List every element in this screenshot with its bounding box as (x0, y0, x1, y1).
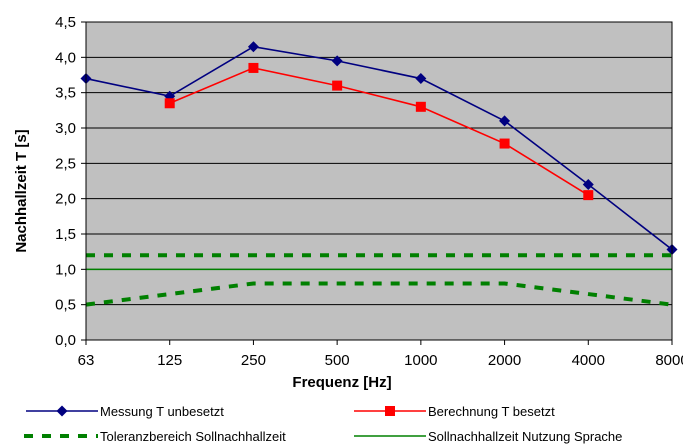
data-point (582, 179, 594, 191)
y-tick-label: 4,0 (55, 49, 76, 66)
x-tick-label: 8000 (655, 352, 683, 369)
legend-label: Sollnachhallzeit Nutzung Sprache (428, 429, 622, 444)
data-point (248, 62, 259, 73)
plot-area (86, 22, 672, 340)
y-tick-label: 4,5 (55, 14, 76, 31)
x-tick-label: 4000 (572, 352, 605, 369)
data-point (415, 101, 426, 112)
data-point (583, 190, 594, 201)
y-tick-label: 3,5 (55, 85, 76, 102)
y-tick-label: 0,0 (55, 332, 76, 349)
legend-label: Messung T unbesetzt (100, 404, 224, 419)
y-tick-label: 2,0 (55, 191, 76, 208)
data-point (247, 41, 259, 53)
legend-item: Berechnung T besetzt (354, 404, 555, 419)
y-axis-ticks: 0,0 0,5 1,0 1,5 2,0 2,5 3,0 3,5 4,0 4,5 (55, 14, 86, 349)
x-tick-label: 63 (78, 352, 95, 369)
x-tick-label: 250 (241, 352, 266, 369)
legend: Messung T unbesetzt Berechnung T besetzt T… (24, 404, 622, 444)
legend-marker (385, 406, 395, 416)
x-tick-label: 1000 (404, 352, 437, 369)
series-line (85, 45, 673, 251)
legend-item: Messung T unbesetzt (26, 404, 224, 419)
data-point (415, 73, 427, 85)
legend-marker (56, 405, 68, 417)
data-point (332, 80, 343, 91)
data-point (164, 98, 175, 109)
series-2 (164, 62, 594, 201)
legend-label: Berechnung T besetzt (428, 404, 555, 419)
y-tick-label: 0,5 (55, 297, 76, 314)
x-axis-title: Frequenz [Hz] (292, 374, 391, 391)
data-point (499, 138, 510, 149)
x-tick-label: 125 (157, 352, 182, 369)
y-tick-label: 1,0 (55, 261, 76, 278)
data-point (499, 115, 511, 127)
data-point (331, 55, 343, 67)
y-axis-title: Nachhallzeit T [s] (13, 129, 30, 252)
plot-border (85, 21, 673, 341)
series-layer (80, 41, 678, 307)
x-axis-ticks: 63 125 250 500 1000 2000 4000 8000 (78, 340, 683, 369)
y-tick-label: 1,5 (55, 226, 76, 243)
series-3 (85, 253, 673, 307)
x-tick-label: 2000 (488, 352, 521, 369)
y-tick-label: 2,5 (55, 155, 76, 172)
x-tick-label: 500 (325, 352, 350, 369)
legend-item: Sollnachhallzeit Nutzung Sprache (354, 429, 622, 444)
y-tick-label: 3,0 (55, 120, 76, 137)
series-line-lower (85, 281, 673, 307)
legend-label: Toleranzbereich Sollnachhallzeit (100, 429, 286, 444)
series-line (169, 67, 589, 196)
legend-item: Toleranzbereich Sollnachhallzeit (24, 429, 286, 444)
